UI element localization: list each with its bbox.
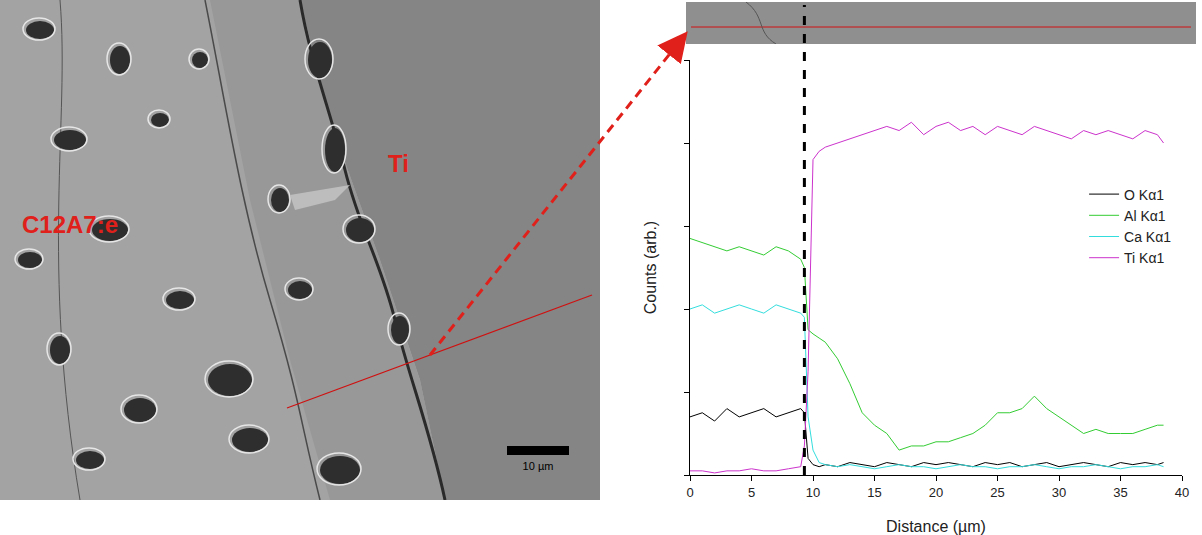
svg-text:0: 0 <box>686 485 693 500</box>
svg-text:15: 15 <box>867 485 881 500</box>
svg-text:C12A7:e: C12A7:e <box>22 211 118 238</box>
svg-text:Ti: Ti <box>388 150 409 177</box>
svg-text:10 µm: 10 µm <box>523 460 554 472</box>
svg-text:35: 35 <box>1113 485 1127 500</box>
svg-text:Ti Kα1: Ti Kα1 <box>1124 250 1164 266</box>
svg-text:30: 30 <box>1052 485 1066 500</box>
svg-text:Ca Kα1: Ca Kα1 <box>1124 229 1171 245</box>
svg-text:40: 40 <box>1175 485 1189 500</box>
svg-text:25: 25 <box>990 485 1004 500</box>
svg-text:5: 5 <box>748 485 755 500</box>
svg-text:Counts (arb.): Counts (arb.) <box>642 221 659 314</box>
svg-text:O Kα1: O Kα1 <box>1124 187 1164 203</box>
svg-text:Distance (µm): Distance (µm) <box>886 518 986 535</box>
svg-text:20: 20 <box>929 485 943 500</box>
svg-text:Al Kα1: Al Kα1 <box>1124 208 1166 224</box>
svg-text:10: 10 <box>806 485 820 500</box>
